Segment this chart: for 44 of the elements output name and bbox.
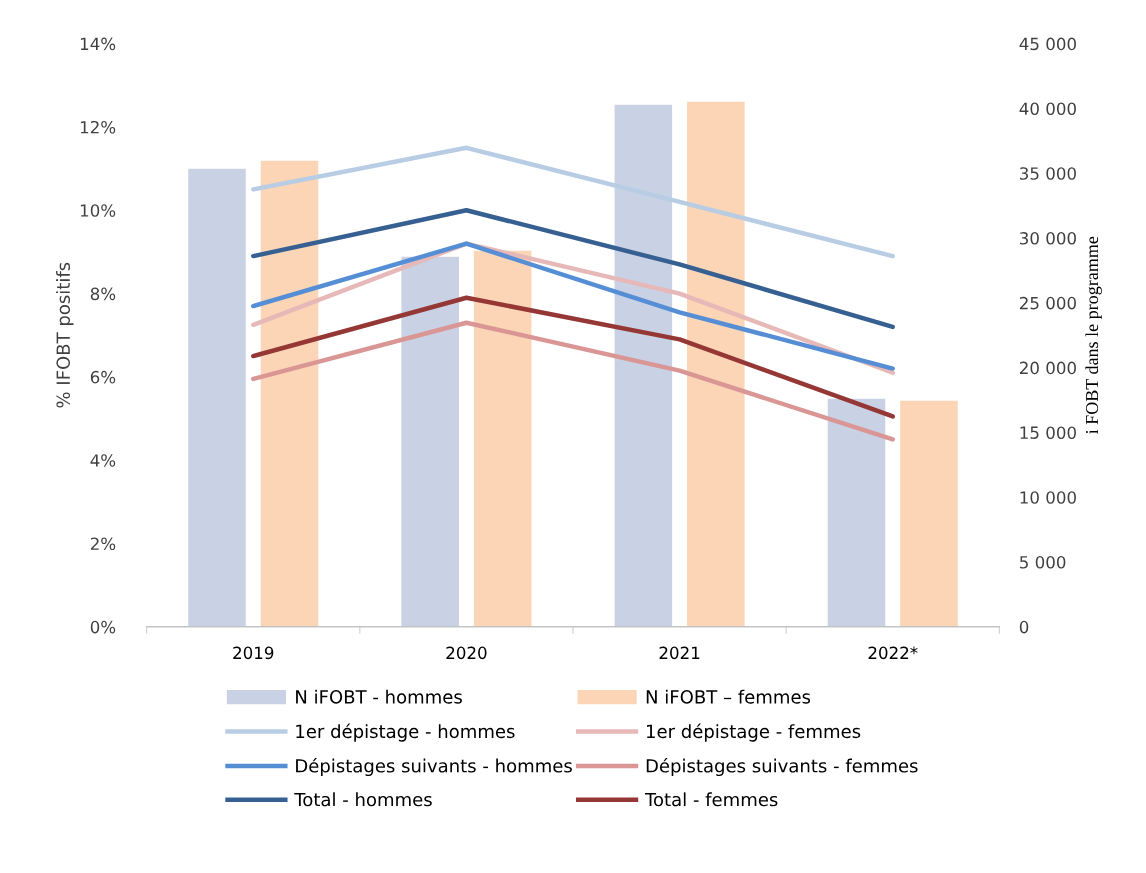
- y-tick-label: 14%: [80, 37, 116, 51]
- y-tick-label: 4%: [90, 454, 116, 467]
- bar: [900, 400, 958, 627]
- y-axis-title: % IFOBT positifs: [56, 262, 74, 408]
- y2-tick-label: 20 000: [1019, 361, 1076, 375]
- bar: [687, 101, 745, 627]
- y-tick-label: 2%: [90, 537, 116, 551]
- y2-tick-label: 25 000: [1019, 296, 1076, 310]
- y-tick-label: 12%: [80, 120, 116, 134]
- bar: [827, 398, 886, 627]
- bar: [614, 104, 673, 627]
- y2-tick-label: 5 000: [1020, 555, 1066, 569]
- x-tick-label: 2021: [659, 646, 700, 660]
- x-tick-label: 2020: [446, 646, 487, 660]
- y-tick-label: 0%: [90, 620, 116, 634]
- y-tick-label: 10%: [80, 204, 116, 217]
- legend-label: N iFOBT – femmes: [646, 689, 811, 704]
- legend-label: Total - femmes: [644, 792, 778, 807]
- line-series: [251, 320, 895, 442]
- y2-tick-label: 40 000: [1019, 102, 1076, 116]
- x-tick-label: 2022*: [868, 646, 918, 660]
- y2-tick-label: 35 000: [1020, 167, 1076, 180]
- y2-tick-label: 10 000: [1020, 491, 1076, 504]
- legend-label: Total - hommes: [294, 792, 432, 807]
- line-series: [251, 208, 895, 330]
- y2-tick-label: 0: [1019, 620, 1029, 634]
- y2-axis-title: i FOBT dans le programme: [1085, 236, 1102, 434]
- bar: [401, 256, 459, 627]
- legend-label: 1er dépistage - femmes: [647, 723, 861, 742]
- legend-label: Dépistages suivants - hommes: [296, 757, 572, 777]
- y-tick-label: 6%: [90, 370, 116, 384]
- bar: [473, 250, 532, 627]
- y2-tick-label: 30 000: [1020, 232, 1076, 245]
- y-tick-label: 8%: [90, 287, 116, 301]
- legend-label: Dépistages suivants - femmes: [646, 757, 918, 777]
- bar: [260, 160, 319, 627]
- legend-label: 1er dépistage - hommes: [296, 723, 515, 742]
- line-series: [251, 295, 895, 419]
- y2-tick-label: 15 000: [1020, 426, 1076, 439]
- legend-label: N iFOBT - hommes: [296, 689, 462, 704]
- x-tick-label: 2019: [233, 646, 274, 660]
- line-series: [251, 145, 895, 259]
- y2-tick-label: 45 000: [1019, 37, 1076, 51]
- bar: [188, 168, 246, 627]
